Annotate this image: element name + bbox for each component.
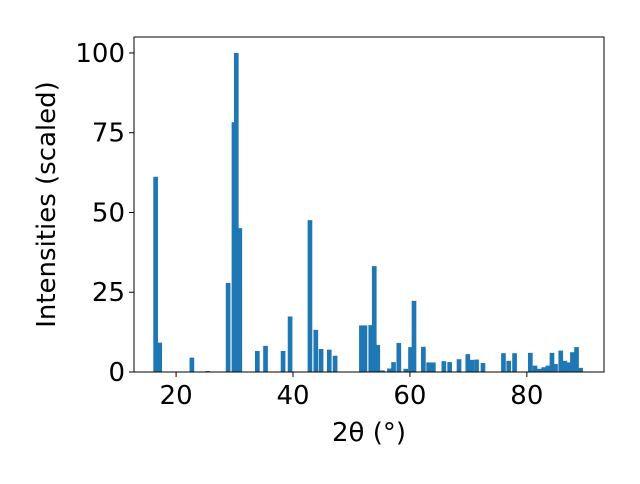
- bar: [421, 346, 426, 372]
- bar: [549, 352, 555, 372]
- bar: [501, 353, 506, 372]
- bar: [474, 359, 479, 372]
- bar: [570, 352, 575, 372]
- bar: [456, 359, 462, 372]
- x-axis: 20 40 60 80: [160, 372, 543, 411]
- bar: [566, 362, 572, 372]
- bar: [411, 300, 417, 372]
- bar: [332, 355, 338, 372]
- bar: [541, 367, 547, 372]
- y-axis: 0 25 50 75 100: [75, 39, 134, 388]
- bar: [387, 368, 392, 372]
- bar: [469, 359, 475, 372]
- bar: [506, 360, 512, 372]
- bar: [408, 347, 413, 372]
- bar: [255, 350, 260, 372]
- bar: [237, 228, 243, 372]
- bar: [287, 316, 293, 372]
- bar: [441, 361, 447, 372]
- bar: [396, 342, 402, 372]
- x-tick-label: 20: [160, 381, 193, 411]
- bar: [307, 220, 313, 372]
- x-tick-label: 80: [510, 381, 543, 411]
- bar: [553, 364, 558, 372]
- bar: [280, 350, 286, 372]
- bars-layer: [153, 52, 583, 372]
- bar: [426, 362, 431, 372]
- y-axis-label: Intensities (scaled): [32, 81, 62, 328]
- bar: [233, 52, 239, 372]
- bar: [326, 349, 332, 372]
- x-tick-label: 40: [276, 381, 309, 411]
- bar: [391, 362, 396, 372]
- bar: [231, 122, 237, 372]
- y-tick-label: 0: [108, 358, 125, 388]
- bar: [371, 266, 377, 372]
- x-tick-label: 60: [393, 381, 426, 411]
- bar: [578, 367, 583, 372]
- bar: [313, 329, 319, 372]
- x-axis-label: 2θ (°): [332, 418, 406, 448]
- y-tick-label: 50: [92, 198, 125, 228]
- bar: [430, 362, 436, 372]
- bar: [574, 347, 579, 372]
- bar: [263, 345, 268, 372]
- bar: [189, 357, 195, 372]
- bar: [536, 368, 542, 372]
- bar: [558, 350, 564, 372]
- y-tick-label: 100: [75, 39, 125, 69]
- bar: [380, 370, 385, 372]
- plot-frame: [133, 36, 605, 373]
- y-tick-label: 25: [92, 278, 125, 308]
- bar: [153, 176, 158, 372]
- bar: [368, 325, 374, 372]
- bar: [532, 365, 538, 372]
- bar: [465, 354, 471, 372]
- bar: [403, 368, 409, 372]
- bar: [447, 362, 453, 372]
- bar: [562, 360, 568, 372]
- bar: [362, 325, 368, 372]
- bar: [375, 344, 381, 372]
- bar: [528, 352, 533, 372]
- bar: [359, 325, 364, 372]
- bar: [512, 353, 517, 372]
- bar: [157, 342, 163, 372]
- bar: [225, 282, 231, 372]
- y-tick-label: 75: [92, 119, 125, 149]
- bar: [318, 349, 324, 372]
- bar: [545, 365, 551, 372]
- bar: [480, 363, 486, 372]
